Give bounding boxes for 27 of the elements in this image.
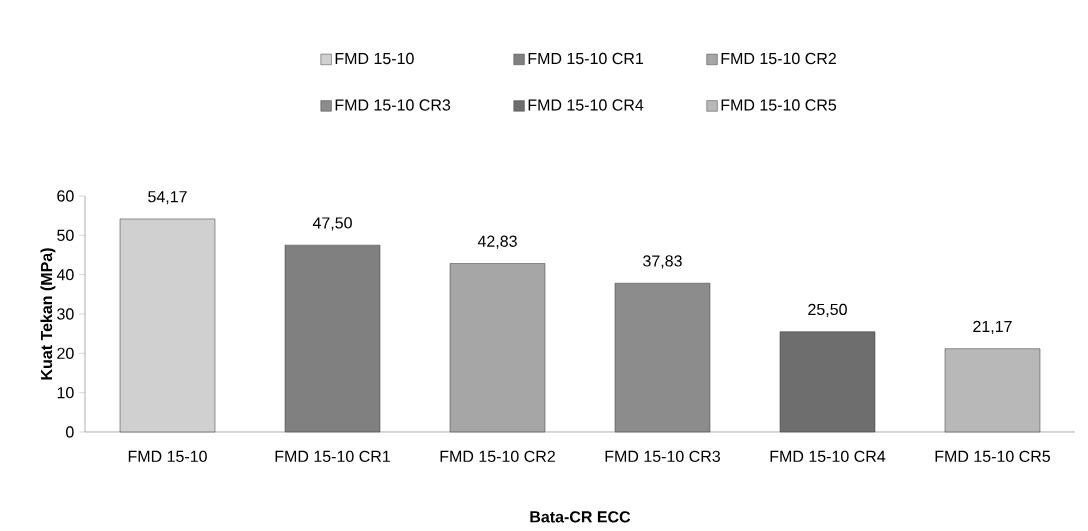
y-tick-label: 40: [56, 269, 74, 281]
x-axis-title: Bata-CR ECC: [530, 511, 631, 523]
x-tick-label: FMD 15-10 CR5: [935, 450, 1051, 463]
legend-label: FMD 15-10 CR3: [335, 99, 451, 111]
y-tick-label: 0: [66, 426, 74, 438]
x-tick-label: FMD 15-10 CR4: [770, 450, 886, 463]
legend-label: FMD 15-10 CR5: [721, 99, 837, 111]
legend-label: FMD 15-10 CR2: [721, 52, 836, 65]
data-label: 37,83: [643, 255, 682, 269]
y-tick-label: 30: [57, 308, 74, 320]
data-label: 54,17: [148, 191, 187, 205]
x-tick-label: FMD 15-10: [128, 450, 207, 463]
x-tick-label: FMD 15-10 CR3: [605, 450, 721, 463]
y-axis-title: Kuat Tekan (MPa): [40, 248, 56, 380]
data-label: 47,50: [312, 217, 352, 231]
legend-label: FMD 15-10 CR4: [528, 99, 644, 111]
y-tick-label: 50: [57, 229, 74, 241]
y-tick-label: 10: [57, 387, 74, 399]
legend-label: FMD 15-10 CR1: [528, 52, 643, 65]
data-label: 21,17: [973, 320, 1012, 335]
data-label: 25,50: [808, 303, 847, 317]
legend-label: FMD 15-10: [335, 52, 414, 65]
y-tick-label: 20: [57, 347, 74, 359]
data-label: 42,83: [477, 235, 517, 249]
y-tick-label: 60: [57, 190, 74, 202]
x-tick-label: FMD 15-10 CR1: [275, 450, 390, 463]
x-tick-label: FMD 15-10 CR2: [440, 450, 555, 463]
